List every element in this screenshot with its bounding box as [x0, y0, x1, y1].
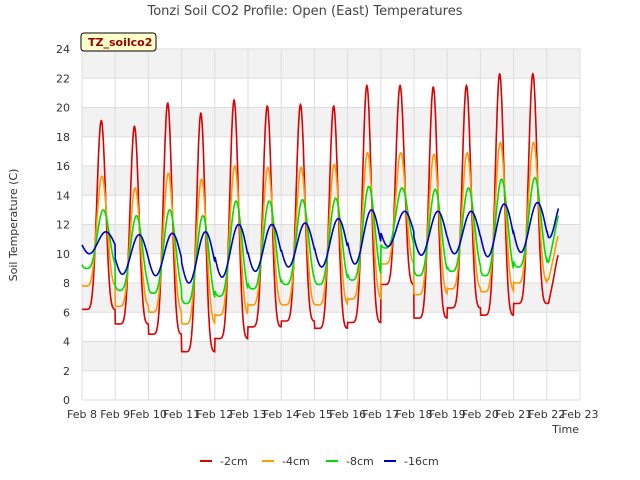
legend-label: -8cm [346, 455, 374, 468]
y-tick-label: 24 [56, 43, 70, 56]
y-tick-label: 0 [63, 394, 70, 407]
y-tick-label: 14 [56, 189, 70, 202]
series-line-minus-16cm [81, 201, 560, 284]
y-tick-label: 8 [63, 277, 70, 290]
plot-band [82, 49, 580, 79]
x-tick-label: Feb 18 [396, 408, 433, 421]
x-tick-label: Feb 17 [362, 408, 399, 421]
y-tick-label: 20 [56, 102, 70, 115]
y-axis-label: Soil Temperature (C) [7, 169, 20, 282]
y-tick-label: 12 [56, 219, 70, 232]
x-tick-label: Feb 15 [296, 408, 333, 421]
plot-band [82, 283, 580, 313]
y-tick-label: 2 [63, 365, 70, 378]
chart-title: Tonzi Soil CO2 Profile: Open (East) Temp… [146, 4, 462, 19]
legend-label: -4cm [282, 455, 310, 468]
x-tick-label: Feb 16 [329, 408, 366, 421]
x-tick-label: Feb 14 [263, 408, 300, 421]
x-axis-label: Time [551, 423, 579, 436]
series-lines [81, 72, 560, 353]
x-tick-label: Feb 13 [230, 408, 267, 421]
y-tick-label: 18 [56, 131, 70, 144]
x-tick-label: Feb 12 [196, 408, 233, 421]
y-tick-label: 16 [56, 160, 70, 173]
badge-label: TZ_soilco2 [88, 36, 152, 49]
x-tick-label: Feb 23 [562, 408, 599, 421]
x-tick-label: Feb 9 [100, 408, 130, 421]
x-tick-label: Feb 8 [67, 408, 97, 421]
badge: TZ_soilco2 [80, 32, 157, 52]
legend-label: -2cm [220, 455, 248, 468]
legend-label: -16cm [404, 455, 439, 468]
x-tick-label: Feb 22 [528, 408, 565, 421]
x-tick-label: Feb 19 [429, 408, 466, 421]
plot-band [82, 341, 580, 371]
y-tick-label: 4 [63, 336, 70, 349]
x-tick-label: Feb 21 [495, 408, 532, 421]
y-tick-label: 6 [63, 306, 70, 319]
legend: -2cm -4cm -8cm -16cm [200, 455, 439, 468]
y-tick-label: 22 [56, 72, 70, 85]
y-tick-label: 10 [56, 248, 70, 261]
x-tick-label: Feb 11 [163, 408, 200, 421]
x-tick-label: Feb 10 [130, 408, 167, 421]
x-tick-label: Feb 20 [462, 408, 499, 421]
